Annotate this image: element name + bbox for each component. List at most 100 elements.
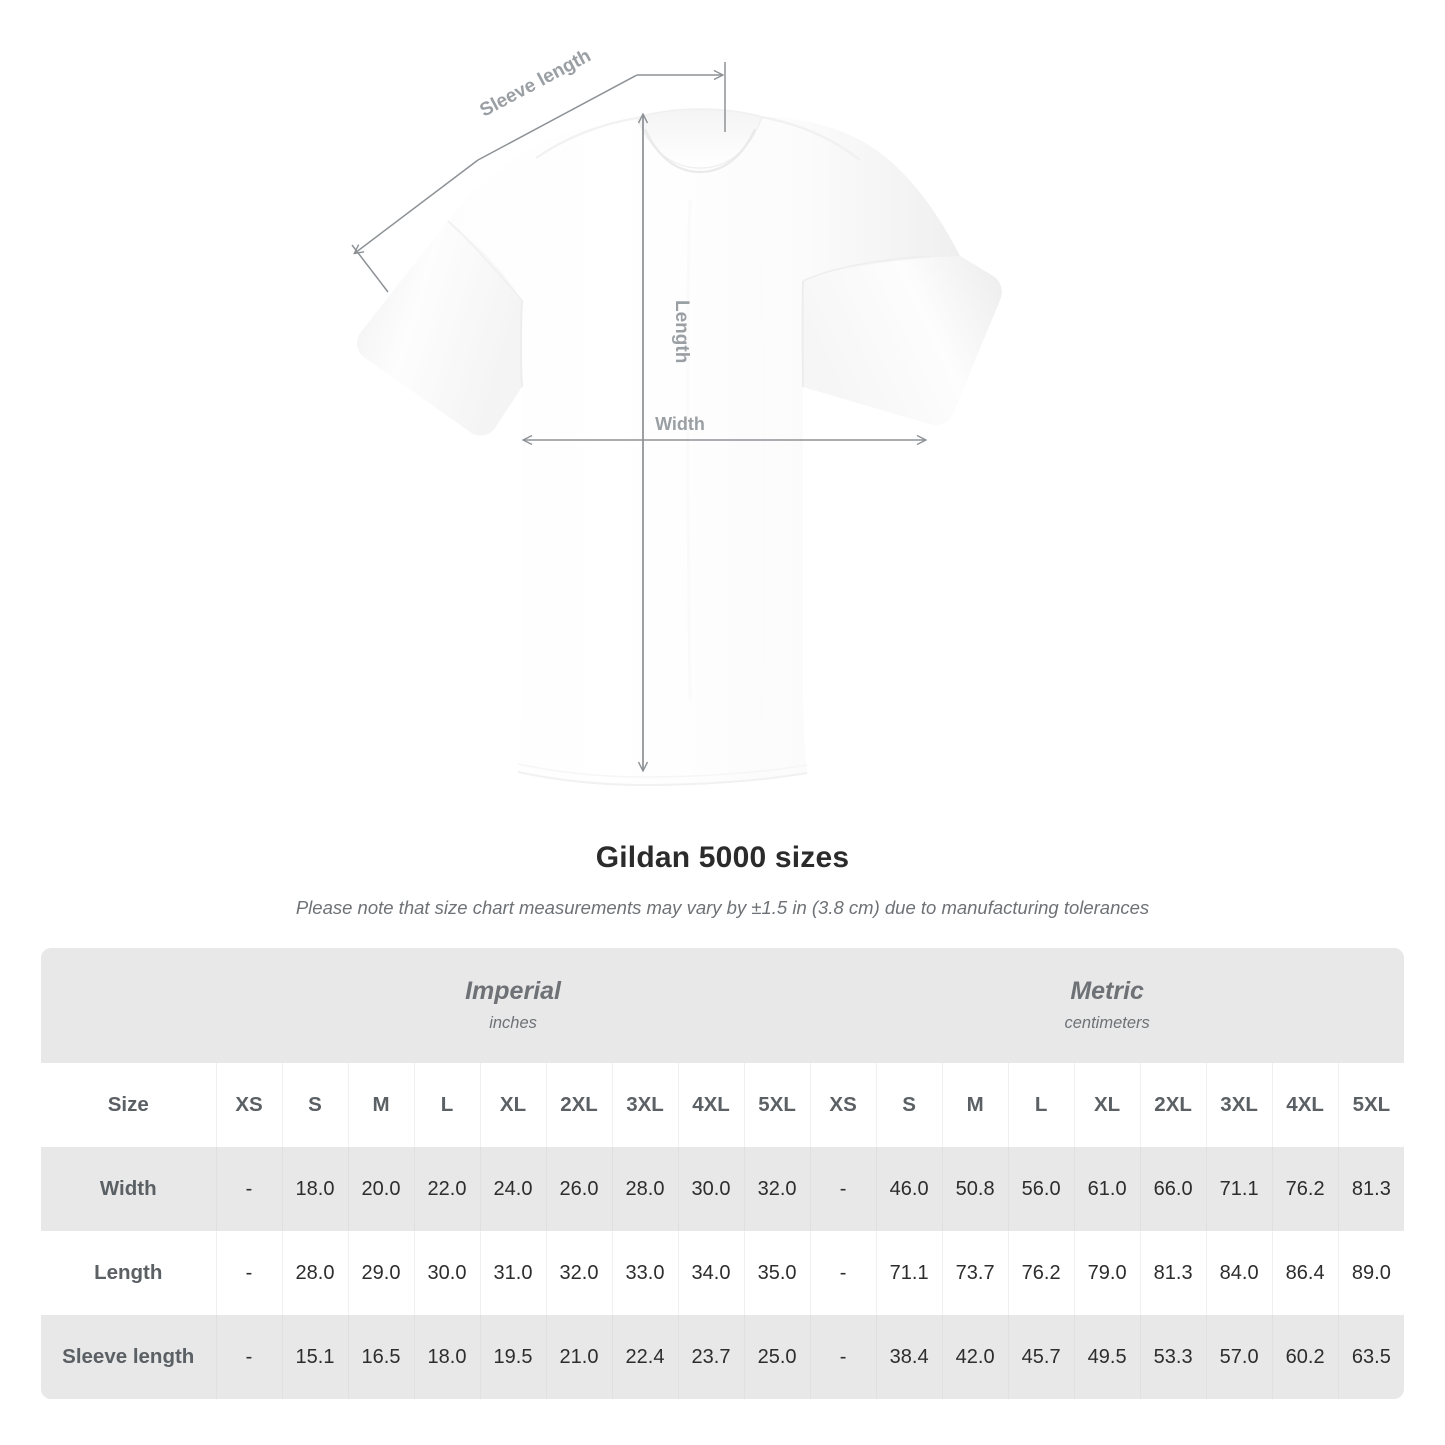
cell-length-imperial-xs: - xyxy=(215,1231,282,1315)
imperial-sublabel: inches xyxy=(489,1013,537,1032)
cell-length-metric-m: 73.7 xyxy=(941,1231,1009,1315)
size-chart-table: Imperial inches Metric centimeters Size … xyxy=(41,948,1405,1399)
cell-width-metric-xs: - xyxy=(809,1147,877,1231)
cell-sleeve-metric-s: 38.4 xyxy=(875,1315,943,1399)
cell-length-metric-5xl: 89.0 xyxy=(1337,1231,1405,1315)
length-label: Length xyxy=(671,300,692,363)
cell-length-metric-3xl: 84.0 xyxy=(1205,1231,1273,1315)
size-header-imperial-xs: XS xyxy=(215,1063,282,1147)
cell-length-imperial-4xl: 34.0 xyxy=(677,1231,744,1315)
page-title: Gildan 5000 sizes xyxy=(595,841,850,874)
banner-spacer xyxy=(41,948,216,1063)
size-header-imperial-xl: XL xyxy=(479,1063,546,1147)
table-row: Length - 28.0 29.0 30.0 31.0 32.0 33.0 3… xyxy=(41,1231,1405,1315)
row-label-width: Width xyxy=(99,1177,157,1200)
size-corner-label: Size xyxy=(107,1093,149,1116)
cell-width-imperial-3xl: 28.0 xyxy=(611,1147,678,1231)
size-header-metric-xl: XL xyxy=(1073,1063,1141,1147)
cell-width-metric-xl: 61.0 xyxy=(1073,1147,1141,1231)
cell-width-metric-s: 46.0 xyxy=(875,1147,943,1231)
cell-sleeve-imperial-xl: 19.5 xyxy=(479,1315,546,1399)
shirt-silhouette xyxy=(357,108,1002,787)
cell-sleeve-metric-xl: 49.5 xyxy=(1073,1315,1141,1399)
cell-sleeve-metric-5xl: 63.5 xyxy=(1337,1315,1405,1399)
unit-banner-row: Imperial inches Metric centimeters xyxy=(41,948,1405,1063)
size-chart-table-wrapper: Imperial inches Metric centimeters Size … xyxy=(41,948,1405,1399)
sleeve-dim-diagonal-upper xyxy=(477,74,638,161)
size-header-imperial-5xl: 5XL xyxy=(743,1063,811,1147)
row-label-sleeve-length: Sleeve length xyxy=(62,1345,195,1368)
cell-width-imperial-s: 18.0 xyxy=(281,1147,348,1231)
size-header-row: Size XS S M L XL 2XL 3XL 4XL 5XL XS S M … xyxy=(41,1063,1405,1147)
sleeve-dim-diagonal-lower xyxy=(355,159,479,253)
cell-length-metric-2xl: 81.3 xyxy=(1139,1231,1207,1315)
cell-sleeve-metric-xs: - xyxy=(809,1315,877,1399)
size-header-metric-2xl: 2XL xyxy=(1139,1063,1207,1147)
size-header-metric-4xl: 4XL xyxy=(1271,1063,1339,1147)
cell-length-metric-xs: - xyxy=(809,1231,877,1315)
size-header-imperial-4xl: 4XL xyxy=(677,1063,744,1147)
cell-sleeve-metric-l: 45.7 xyxy=(1007,1315,1075,1399)
cell-width-metric-2xl: 66.0 xyxy=(1139,1147,1207,1231)
cell-sleeve-imperial-2xl: 21.0 xyxy=(545,1315,612,1399)
title-block: Gildan 5000 sizes Please note that size … xyxy=(0,838,1445,920)
cell-sleeve-imperial-l: 18.0 xyxy=(413,1315,480,1399)
size-header-metric-s: S xyxy=(875,1063,943,1147)
cell-width-imperial-4xl: 30.0 xyxy=(677,1147,744,1231)
cell-length-imperial-xl: 31.0 xyxy=(479,1231,546,1315)
cell-sleeve-imperial-xs: - xyxy=(215,1315,282,1399)
tolerance-note: Please note that size chart measurements… xyxy=(295,897,1150,918)
table-row: Sleeve length - 15.1 16.5 18.0 19.5 21.0… xyxy=(41,1315,1405,1399)
cell-width-metric-l: 56.0 xyxy=(1007,1147,1075,1231)
cell-sleeve-metric-m: 42.0 xyxy=(941,1315,1009,1399)
cell-sleeve-metric-4xl: 60.2 xyxy=(1271,1315,1339,1399)
cell-sleeve-imperial-s: 15.1 xyxy=(281,1315,348,1399)
size-header-metric-3xl: 3XL xyxy=(1205,1063,1273,1147)
size-header-imperial-2xl: 2XL xyxy=(545,1063,612,1147)
cell-width-imperial-m: 20.0 xyxy=(347,1147,414,1231)
metric-banner: Metric centimeters xyxy=(810,948,1405,1063)
cell-length-imperial-3xl: 33.0 xyxy=(611,1231,678,1315)
cell-length-metric-l: 76.2 xyxy=(1007,1231,1075,1315)
cell-sleeve-imperial-m: 16.5 xyxy=(347,1315,414,1399)
cell-length-metric-4xl: 86.4 xyxy=(1271,1231,1339,1315)
cell-length-imperial-5xl: 35.0 xyxy=(743,1231,811,1315)
cell-length-imperial-m: 29.0 xyxy=(347,1231,414,1315)
cell-width-metric-m: 50.8 xyxy=(941,1147,1009,1231)
metric-label: Metric xyxy=(1070,976,1144,1005)
dimension-lines xyxy=(351,62,925,770)
cell-length-imperial-l: 30.0 xyxy=(413,1231,480,1315)
width-label: Width xyxy=(655,414,705,434)
cell-sleeve-imperial-3xl: 22.4 xyxy=(611,1315,678,1399)
sleeve-dim-end-tick xyxy=(351,244,389,293)
cell-sleeve-imperial-5xl: 25.0 xyxy=(743,1315,811,1399)
cell-sleeve-metric-2xl: 53.3 xyxy=(1139,1315,1207,1399)
cell-width-imperial-xl: 24.0 xyxy=(479,1147,546,1231)
cell-length-metric-xl: 79.0 xyxy=(1073,1231,1141,1315)
cell-width-metric-3xl: 71.1 xyxy=(1205,1147,1273,1231)
cell-width-imperial-5xl: 32.0 xyxy=(743,1147,811,1231)
size-header-imperial-s: S xyxy=(281,1063,348,1147)
imperial-label: Imperial xyxy=(465,976,561,1005)
table-row: Width - 18.0 20.0 22.0 24.0 26.0 28.0 30… xyxy=(41,1147,1405,1231)
cell-length-metric-s: 71.1 xyxy=(875,1231,943,1315)
imperial-banner: Imperial inches xyxy=(216,948,811,1063)
shirt-diagram: Sleeve length Length Width xyxy=(351,45,1002,787)
cell-sleeve-metric-3xl: 57.0 xyxy=(1205,1315,1273,1399)
cell-sleeve-imperial-4xl: 23.7 xyxy=(677,1315,744,1399)
shirt-illustration: Sleeve length Length Width xyxy=(351,45,1002,787)
size-header-metric-xs: XS xyxy=(809,1063,877,1147)
cell-width-imperial-l: 22.0 xyxy=(413,1147,480,1231)
size-header-metric-l: L xyxy=(1007,1063,1075,1147)
sleeve-length-label: Sleeve length xyxy=(476,45,594,121)
cell-width-imperial-xs: - xyxy=(215,1147,282,1231)
size-header-metric-m: M xyxy=(941,1063,1009,1147)
size-header-metric-5xl: 5XL xyxy=(1337,1063,1405,1147)
size-header-imperial-l: L xyxy=(413,1063,480,1147)
metric-sublabel: centimeters xyxy=(1064,1013,1150,1032)
size-header-imperial-m: M xyxy=(347,1063,414,1147)
row-label-length: Length xyxy=(94,1261,163,1284)
cell-width-imperial-2xl: 26.0 xyxy=(545,1147,612,1231)
cell-length-imperial-s: 28.0 xyxy=(281,1231,348,1315)
cell-width-metric-4xl: 76.2 xyxy=(1271,1147,1339,1231)
